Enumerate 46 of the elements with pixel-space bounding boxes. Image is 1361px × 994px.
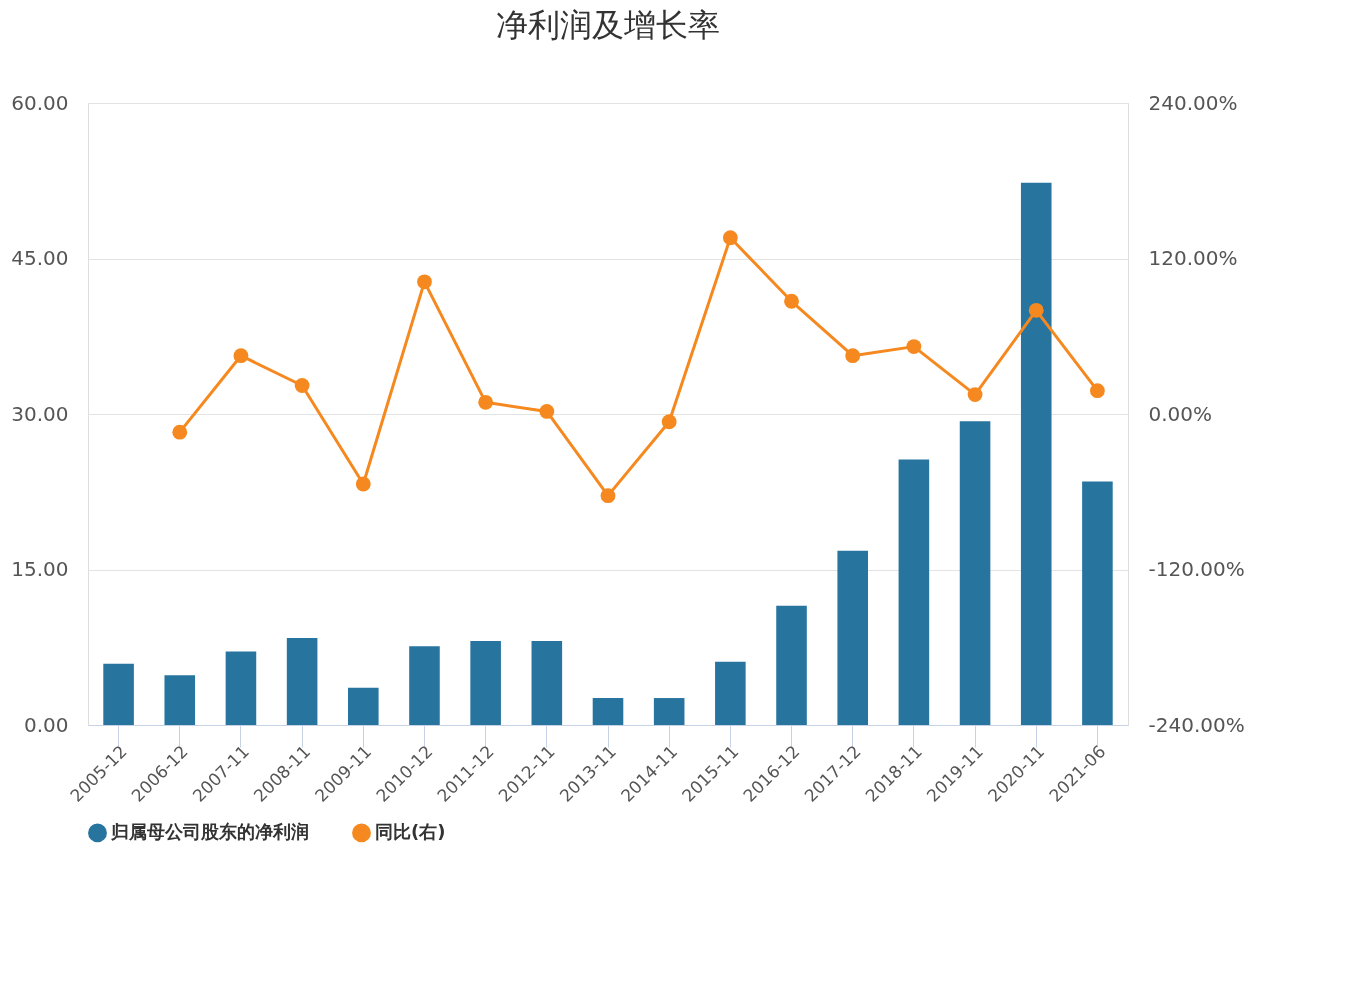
bar [531, 641, 563, 725]
y2-tick-label: -120.00% [1148, 557, 1245, 581]
point [600, 488, 616, 504]
y-tick-label: 15.00 [11, 557, 69, 581]
point [478, 394, 494, 410]
bar [470, 641, 501, 725]
chart-title: 净利润及增长率 [496, 6, 720, 44]
legend-label: 同比(右) [375, 820, 446, 842]
bar [837, 550, 868, 725]
point [661, 414, 677, 430]
y2-tick-label: 0.00% [1148, 401, 1213, 426]
bar [103, 663, 134, 725]
point [294, 378, 310, 393]
point [967, 387, 983, 402]
bar [653, 698, 685, 725]
point [784, 293, 799, 309]
point [722, 230, 738, 246]
point [355, 476, 371, 492]
y-tick-label: 0.00 [23, 712, 69, 737]
y2-tick-label: 120.00% [1148, 246, 1238, 270]
bar [164, 675, 196, 725]
point [1090, 383, 1105, 399]
y2-tick-label: 240.00% [1148, 90, 1238, 115]
bar [715, 661, 746, 725]
y2-tick-label: -240.00% [1148, 712, 1245, 737]
bar [286, 637, 318, 725]
y-tick-label: 30.00 [11, 401, 69, 426]
point [906, 339, 922, 355]
point [417, 274, 432, 290]
point [845, 348, 861, 364]
bar [225, 651, 257, 725]
bar [348, 687, 379, 725]
bar [776, 605, 807, 725]
point [539, 404, 555, 419]
bar [592, 698, 624, 725]
bar [959, 421, 991, 725]
point [1028, 302, 1044, 318]
bar [1020, 182, 1052, 725]
y-tick-label: 45.00 [11, 246, 69, 270]
bar [409, 646, 440, 725]
point [172, 424, 188, 440]
bar [898, 459, 930, 725]
legend-label: 归属母公司股东的净利润 [110, 820, 309, 842]
bar [1082, 481, 1113, 725]
point [233, 348, 249, 364]
y-tick-label: 60.00 [11, 90, 69, 115]
